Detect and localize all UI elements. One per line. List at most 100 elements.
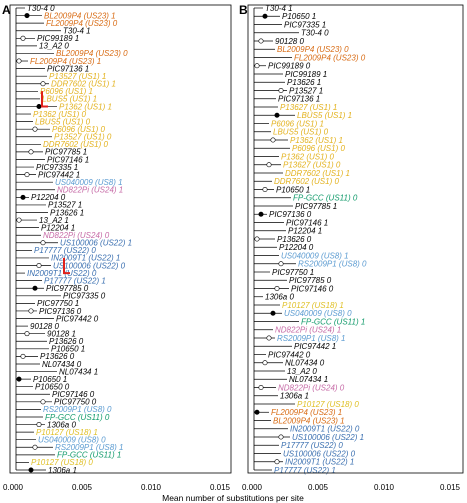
tree-node <box>32 126 38 132</box>
tip-label: US100006 (US22) 1 <box>292 433 364 442</box>
tip-label: T30-4 1 <box>265 4 293 13</box>
tip-label: P1362 (US1) 1 <box>59 102 112 111</box>
tree-node <box>24 13 30 19</box>
tree-node <box>40 81 46 87</box>
tip-label: FP-GCC (US11) 0 <box>293 194 358 203</box>
tip-label: FL2009P4 (US23) 0 <box>294 53 366 62</box>
tip-label: P13626 1 <box>287 78 321 87</box>
tip-label: PIC97146 0 <box>52 390 95 399</box>
tip-label: RS2009P1 (US8) 1 <box>55 443 123 452</box>
tree-node <box>36 263 42 269</box>
tip-label: US040009 (US8) 0 <box>38 436 106 445</box>
tree-node <box>32 285 38 291</box>
x-axis-title: Mean number of substitutions per site <box>162 493 304 503</box>
panel-b-frame <box>247 4 464 474</box>
tip-label: P10650 1 <box>282 12 316 21</box>
tip-label: PIC97750 1 <box>37 299 79 308</box>
tree-node <box>278 88 284 94</box>
tree-node <box>40 240 46 246</box>
tree-node <box>254 63 260 69</box>
tree-node <box>274 112 280 118</box>
tip-label: T30-4 0 <box>27 4 55 13</box>
tip-label: US040009 (US8) 0 <box>284 309 352 318</box>
tip-label: 90128 1 <box>47 329 76 338</box>
tip-label: P10650 1 <box>276 185 310 194</box>
tip-label: 13_A2 0 <box>287 367 317 376</box>
panel-b-tick-1: 0.005 <box>308 483 329 492</box>
tip-label: PIC97136 0 <box>39 307 82 316</box>
tree-node <box>270 310 276 316</box>
tip-label: PIC97335 1 <box>284 20 326 29</box>
tip-label: 1306a 0 <box>47 420 76 429</box>
panel-b-letter: B <box>239 3 248 17</box>
tip-label: PIC97136 0 <box>269 210 312 219</box>
panel-b-x-axis: 0.000 0.005 0.010 0.015 <box>242 4 464 492</box>
tip-label: P10127 (US18) 0 <box>297 400 359 409</box>
panel-b-tick-0: 0.000 <box>242 483 263 492</box>
tree-node <box>28 308 34 314</box>
tip-label: 1306a 0 <box>265 293 294 302</box>
tip-label: BL2009P4 (US23) 1 <box>44 11 116 20</box>
tip-label: DDR7602 (US1) 0 <box>43 140 108 149</box>
tree-node <box>266 335 272 341</box>
tip-label: RS2009P1 (US8) 0 <box>43 405 112 414</box>
tip-label: PIC97335 1 <box>36 163 78 172</box>
tip-label: PIC97146 1 <box>47 155 89 164</box>
panel-a-x-axis: 0.000 0.005 0.010 0.015 <box>3 4 232 492</box>
tip-label: IN2009T1 (US22) 0 <box>290 425 360 434</box>
highlight-branch <box>63 257 70 275</box>
tip-label: P10650 0 <box>35 382 70 391</box>
tip-label: ND822Pi (US24) 0 <box>43 231 110 240</box>
tip-label: 13_A2 0 <box>39 42 69 51</box>
tip-label: PIC97785 1 <box>295 202 337 211</box>
tip-label: P10650 1 <box>33 375 67 384</box>
tip-label: IN2009T1 (US22) 1 <box>51 254 120 263</box>
panel-a-tick-1: 0.005 <box>72 483 93 492</box>
tip-label: 90128 0 <box>30 322 59 331</box>
tip-label: PIC97785 0 <box>46 284 89 293</box>
tip-label: ND822Pi (US24) 0 <box>278 383 345 392</box>
tip-label: US100006 (US22) 1 <box>60 239 132 248</box>
tip-label: P13527 1 <box>48 201 82 210</box>
tree-node <box>262 13 268 19</box>
tip-label: RS2009P1 (US8) 1 <box>277 334 345 343</box>
tip-label: P6096 (US1) 0 <box>292 144 345 153</box>
tip-label: 90128 0 <box>275 37 304 46</box>
tip-label: P13626 1 <box>50 208 84 217</box>
tip-label: P13626 0 <box>49 337 84 346</box>
tip-label: PIC97785 0 <box>289 276 332 285</box>
tip-label: LBUS5 (US1) 0 <box>273 128 329 137</box>
tip-label: P13527 (US1) 1 <box>49 72 106 81</box>
tip-label: NL07434 1 <box>59 367 98 376</box>
panel-a-tick-3: 0.015 <box>210 483 231 492</box>
panel-b-tick-3: 0.015 <box>440 483 461 492</box>
tip-label: P12204 1 <box>41 223 75 232</box>
tip-label: P1362 (US1) 1 <box>290 136 343 145</box>
tip-label: PIC99189 0 <box>268 62 311 71</box>
tip-label: P12204 0 <box>31 193 66 202</box>
tip-label: P10127 (US18) 1 <box>282 301 344 310</box>
tree-node <box>274 459 280 465</box>
tree-node <box>40 399 46 405</box>
tip-label: IN2009T1 (US22) 0 <box>27 269 97 278</box>
tip-label: PIC97146 1 <box>286 218 328 227</box>
tip-label: P13527 (US1) 0 <box>54 133 112 142</box>
tree-node <box>24 331 30 337</box>
tip-label: P13626 0 <box>277 235 312 244</box>
tip-label: FP-GCC (US11) 0 <box>45 413 110 422</box>
tip-label: IN2009T1 (US22) 1 <box>285 458 354 467</box>
tip-label: BL2009P4 (US23) 0 <box>277 45 349 54</box>
tip-label: PIC99189 1 <box>285 70 327 79</box>
tip-label: PIC97750 1 <box>272 268 314 277</box>
tip-label: DDR7602 (US1) 1 <box>285 169 350 178</box>
tip-label: P17777 (US22) 0 <box>281 441 343 450</box>
tip-label: BL2009P4 (US23) 0 <box>56 49 128 58</box>
tip-label: NL07434 0 <box>285 359 325 368</box>
tip-label: P1362 (US1) 0 <box>33 110 86 119</box>
tree-node <box>16 376 22 382</box>
tree-node <box>262 360 268 366</box>
panel-a-tick-0: 0.000 <box>3 483 24 492</box>
